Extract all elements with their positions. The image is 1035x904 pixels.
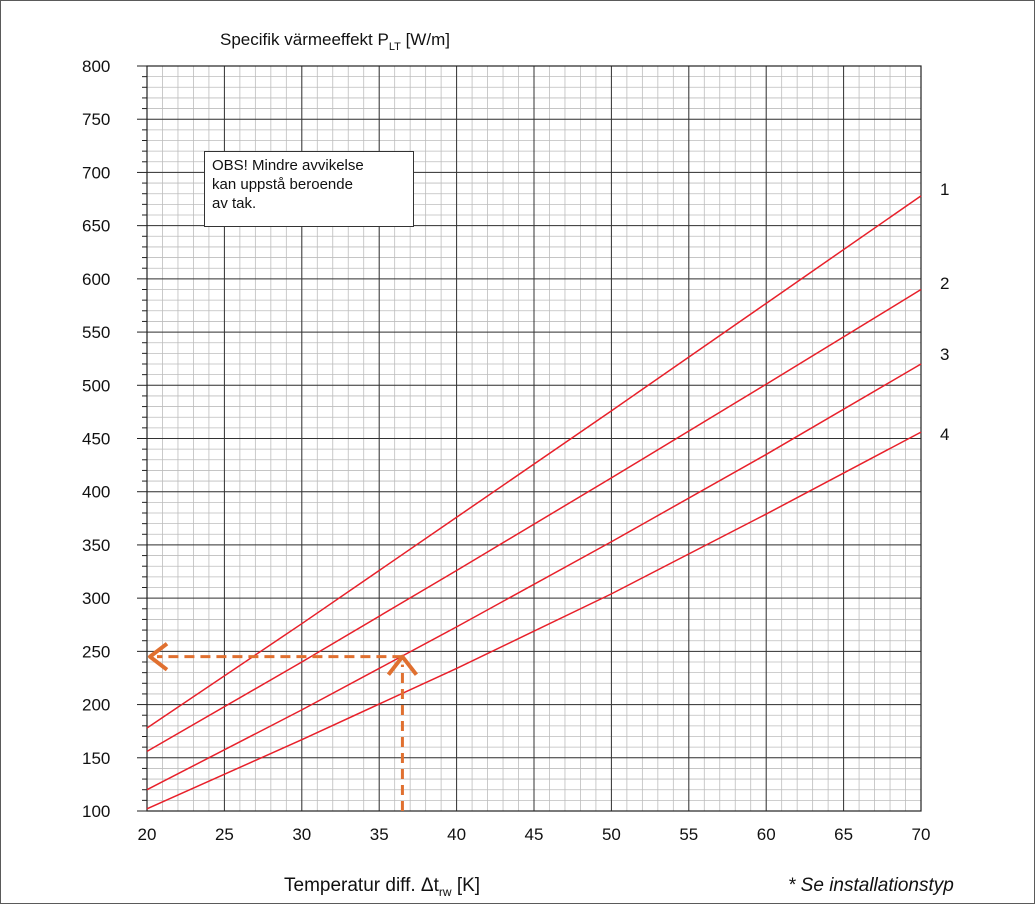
y-tick-label: 650 (82, 217, 110, 236)
x-tick-label: 25 (215, 825, 234, 844)
x-tick-label: 65 (834, 825, 853, 844)
x-axis-title: Temperatur diff. Δtrw [K] (284, 875, 480, 899)
deviation-note: OBS! Mindre avvikelse kan uppstå beroend… (204, 151, 414, 227)
x-tick-label: 20 (138, 825, 157, 844)
x-tick-label: 50 (602, 825, 621, 844)
y-tick-label: 800 (82, 57, 110, 76)
y-tick-label: 550 (82, 323, 110, 342)
tick-labels: 20 25 30 35 40 45 50 55 60 65 70 100 150 200 250 300 350… (82, 57, 930, 844)
series-line-3 (146, 363, 922, 791)
series-lines (146, 195, 922, 810)
y-tick-label: 700 (82, 163, 110, 182)
series-line-2 (146, 288, 922, 753)
arrow-head-left (148, 642, 169, 672)
y-tick-label: 350 (82, 536, 110, 555)
x-tick-label: 55 (679, 825, 698, 844)
arrow-head-up (386, 654, 418, 676)
reading-arrows (148, 642, 418, 811)
series-labels: 1 2 3 4 (940, 180, 949, 444)
y-axis-title: Specifik värmeeffekt PLT [W/m] (220, 30, 450, 53)
y-tick-label: 500 (82, 376, 110, 395)
y-tick-label: 450 (82, 430, 110, 449)
series-label-3: 3 (940, 345, 949, 364)
y-tick-label: 150 (82, 749, 110, 768)
note-line: kan uppstå beroende (212, 176, 353, 193)
series-label-2: 2 (940, 274, 949, 293)
x-tick-label: 70 (912, 825, 931, 844)
note-line: av tak. (212, 195, 257, 212)
note-line: OBS! Mindre avvikelse (212, 157, 364, 174)
y-tick-label: 100 (82, 802, 110, 821)
y-tick-label: 200 (82, 696, 110, 715)
y-tick-label: 600 (82, 270, 110, 289)
x-tick-label: 60 (757, 825, 776, 844)
y-tick-label: 400 (82, 483, 110, 502)
y-tick-label: 300 (82, 589, 110, 608)
y-tick-label: 250 (82, 642, 110, 661)
plot-border (146, 65, 922, 812)
x-tick-label: 35 (370, 825, 389, 844)
y-tick-label: 750 (82, 110, 110, 129)
series-line-4 (146, 431, 922, 810)
series-label-4: 4 (940, 425, 949, 444)
x-tick-label: 30 (292, 825, 311, 844)
x-tick-label: 40 (447, 825, 466, 844)
series-line-1 (146, 195, 922, 729)
series-label-1: 1 (940, 180, 949, 199)
footnote: * Se installationstyp (788, 875, 954, 896)
x-tick-label: 45 (525, 825, 544, 844)
